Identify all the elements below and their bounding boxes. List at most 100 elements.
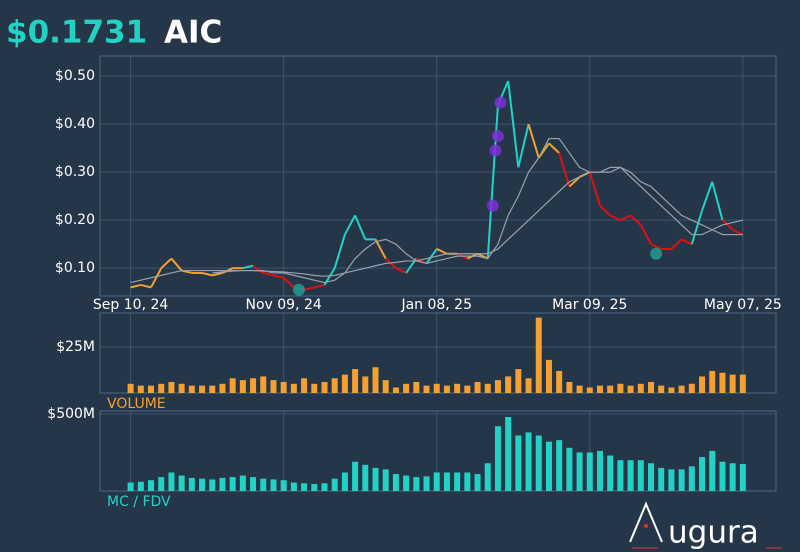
mc-bar — [423, 476, 430, 491]
volume-bar — [637, 383, 644, 393]
logo-dot — [644, 524, 648, 528]
mc-bar — [219, 477, 226, 491]
volume-bar — [209, 385, 216, 393]
mc-bar — [290, 482, 297, 491]
price-segment — [333, 234, 346, 269]
mc-bar — [372, 467, 379, 491]
y-tick-label: $0.10 — [55, 260, 95, 276]
mc-bar — [627, 460, 634, 491]
volume-bar — [260, 376, 267, 393]
mc-bar — [474, 474, 481, 491]
volume-bar — [352, 369, 359, 393]
price-segment — [212, 271, 223, 277]
x-tick-label: Nov 09, 24 — [246, 297, 322, 313]
volume-bar — [382, 380, 389, 393]
mc-bar — [331, 478, 338, 491]
price-segment — [374, 238, 387, 260]
logo: ugura — [629, 501, 782, 551]
mc-bar — [586, 452, 593, 491]
price-segment — [650, 243, 662, 250]
mc-bar — [229, 477, 236, 491]
x-tick-label: Mar 09, 25 — [552, 297, 627, 313]
mc-bar — [239, 475, 246, 491]
mc-bar — [311, 484, 318, 491]
plot-frame — [99, 55, 777, 297]
price-segment — [548, 142, 560, 154]
price-segment — [639, 224, 652, 245]
volume-bar — [474, 381, 481, 393]
mc-bar — [392, 474, 399, 491]
volume-bar — [188, 385, 195, 393]
price-segment — [527, 123, 540, 159]
price-segment — [670, 238, 683, 250]
volume-bar — [709, 370, 716, 393]
volume-bar — [545, 359, 552, 393]
mc-bar — [637, 460, 644, 491]
logo-text: ugura — [668, 515, 759, 551]
mc-bar — [658, 467, 665, 491]
volume-bar — [678, 385, 685, 393]
price-segment — [558, 152, 571, 187]
mc-bar — [260, 478, 267, 491]
x-tick-label: Jan 08, 25 — [400, 297, 472, 313]
volume-bar — [699, 376, 706, 393]
price-segment — [252, 264, 264, 274]
mc-bar — [566, 447, 573, 491]
price-segment — [395, 267, 407, 274]
volume-bar — [250, 378, 257, 393]
price-segment — [721, 219, 734, 231]
price-segment — [681, 238, 693, 246]
volume-bar — [576, 385, 583, 393]
price-segment — [140, 283, 152, 289]
volume-bar — [148, 385, 155, 393]
volume-bar — [433, 383, 440, 393]
mc-bar — [464, 472, 471, 491]
volume-bar — [739, 374, 746, 393]
mc-bar — [545, 441, 552, 491]
price-segment — [344, 214, 356, 236]
volume-bar — [158, 383, 165, 393]
x-tick-label: May 07, 25 — [704, 297, 782, 313]
price-segment — [150, 267, 163, 288]
price-segment — [160, 257, 173, 269]
mc-bar — [341, 472, 348, 491]
mc-bar — [443, 472, 450, 491]
mc-bar — [515, 435, 522, 491]
y-tick-label: $0.50 — [55, 68, 95, 84]
price-segment — [588, 171, 601, 207]
price-segment — [201, 271, 213, 277]
mc-bar — [301, 483, 308, 491]
moving-average — [212, 166, 743, 277]
mc-bar — [596, 450, 603, 491]
event-marker — [494, 96, 507, 109]
volume-bar — [280, 381, 287, 393]
volume-label: VOLUME — [107, 396, 166, 412]
logo-mark — [629, 501, 663, 543]
y-tick-label: $0.30 — [55, 164, 95, 180]
mc-bar — [137, 481, 144, 491]
mc-bar — [576, 452, 583, 491]
mc-bar — [127, 482, 134, 491]
mc-bar — [433, 472, 440, 491]
volume-bar — [270, 380, 277, 393]
mc-bar — [607, 455, 614, 491]
y-tick-label: $0.20 — [55, 212, 95, 228]
volume-bar — [658, 385, 665, 393]
price-segment — [314, 283, 325, 289]
volume-bar — [515, 369, 522, 393]
price-segment — [425, 248, 438, 264]
volume-bar — [729, 374, 736, 393]
mc-bar — [505, 417, 512, 491]
volume-bar — [331, 378, 338, 393]
volume-bar — [566, 381, 573, 393]
y-tick-label: $0.40 — [55, 116, 95, 132]
mc-bar — [648, 463, 655, 491]
volume-bar — [596, 385, 603, 393]
mc-bar — [678, 469, 685, 491]
volume-bar — [505, 376, 512, 393]
mc-bar — [321, 483, 328, 491]
price-segment — [609, 214, 621, 222]
price-segment — [732, 228, 744, 236]
mc-bar — [719, 461, 726, 491]
mc-bar — [178, 475, 185, 491]
